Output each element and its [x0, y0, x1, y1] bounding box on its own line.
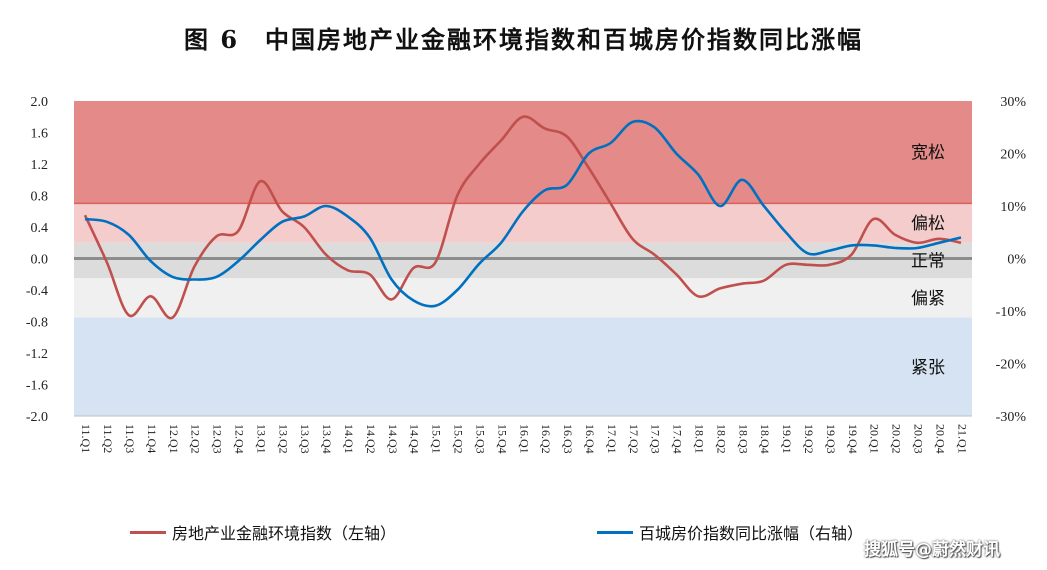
zone-band-3 — [74, 278, 972, 318]
x-tick-label: 20.Q1 — [868, 424, 882, 454]
series-line-price-index — [84, 119, 962, 308]
x-tick-label: 19.Q3 — [824, 424, 838, 454]
x-tick-label: 11.Q3 — [123, 424, 137, 453]
x-tick-label: 20.Q3 — [911, 424, 925, 454]
x-tick-label: 11.Q4 — [145, 424, 159, 453]
x-tick-label: 11.Q2 — [101, 424, 115, 453]
right-tick-label: 10% — [1000, 200, 1026, 215]
left-tick-label: 0.8 — [31, 190, 49, 205]
x-tick-label: 12.Q3 — [211, 424, 225, 454]
x-tick-label: 14.Q4 — [408, 424, 422, 454]
left-tick-label: -1.2 — [26, 347, 48, 362]
series-line-finance-index — [83, 115, 962, 320]
x-tick-label: 19.Q1 — [780, 424, 794, 454]
x-tick-label: 13.Q3 — [298, 424, 312, 454]
chart-title: 图 6 中国房地产业金融环境指数和百城房价指数同比涨幅 — [183, 25, 864, 54]
zone-band-4 — [74, 317, 972, 416]
x-tick-label: 17.Q3 — [649, 424, 663, 454]
x-tick-label: 15.Q1 — [430, 424, 444, 454]
x-tick-label: 13.Q1 — [254, 424, 268, 454]
left-tick-label: -2.0 — [26, 410, 48, 425]
right-tick-label: -10% — [996, 305, 1027, 320]
zone-label: 正常 — [911, 251, 945, 271]
left-tick-label: -0.8 — [26, 316, 48, 331]
right-tick-label: -20% — [996, 358, 1027, 373]
right-tick-label: 0% — [1007, 253, 1026, 268]
x-tick-label: 18.Q2 — [714, 424, 728, 454]
legend-red-swatch — [130, 530, 166, 534]
right-tick-label: 30% — [1000, 95, 1026, 110]
legend-right: 百城房价指数同比涨幅（右轴） — [597, 520, 863, 544]
left-tick-label: 2.0 — [31, 95, 49, 110]
x-tick-label: 20.Q4 — [933, 424, 947, 454]
legend-blue-swatch — [597, 530, 633, 534]
zone-label: 宽松 — [911, 143, 945, 163]
x-tick-label: 12.Q1 — [167, 424, 181, 454]
legend-right-label: 百城房价指数同比涨幅（右轴） — [639, 524, 864, 543]
x-tick-label: 18.Q1 — [692, 424, 706, 454]
x-tick-label: 18.Q4 — [758, 424, 772, 454]
x-tick-label: 19.Q4 — [846, 424, 860, 454]
x-tick-label: 11.Q1 — [79, 424, 93, 453]
x-tick-label: 14.Q1 — [342, 424, 356, 454]
x-tick-label: 15.Q2 — [452, 424, 466, 454]
x-tick-label: 20.Q2 — [890, 424, 904, 454]
x-tick-label: 13.Q4 — [320, 424, 334, 454]
left-tick-label: 1.2 — [31, 158, 49, 173]
left-tick-label: -0.4 — [26, 284, 48, 299]
x-tick-label: 12.Q2 — [189, 424, 203, 454]
left-tick-label: -1.6 — [26, 379, 48, 394]
x-tick-label: 18.Q3 — [736, 424, 750, 454]
x-tick-label: 17.Q1 — [605, 424, 619, 454]
x-tick-label: 12.Q4 — [233, 424, 247, 454]
left-tick-label: 0.0 — [31, 253, 49, 268]
zone-label: 偏松 — [911, 214, 945, 234]
x-tick-label: 19.Q2 — [802, 424, 816, 454]
x-tick-label: 17.Q2 — [627, 424, 641, 454]
watermark: 搜狐号@蔚然财讯 — [864, 540, 1000, 560]
x-tick-label: 16.Q3 — [561, 424, 575, 454]
x-tick-label: 13.Q2 — [276, 424, 290, 454]
x-tick-label: 15.Q3 — [473, 424, 487, 454]
x-tick-label: 16.Q1 — [517, 424, 531, 454]
x-tick-label: 21.Q1 — [955, 424, 969, 454]
x-tick-label: 16.Q4 — [583, 424, 597, 454]
x-tick-label: 17.Q4 — [671, 424, 685, 454]
left-tick-label: 0.4 — [31, 221, 49, 236]
left-tick-label: 1.6 — [31, 127, 49, 142]
x-tick-label: 14.Q3 — [386, 424, 400, 454]
zone-label: 紧张 — [911, 358, 945, 378]
right-tick-label: -30% — [996, 410, 1027, 425]
right-tick-label: 20% — [1000, 148, 1026, 163]
legend-left-label: 房地产业金融环境指数（左轴） — [172, 524, 397, 543]
legend-left: 房地产业金融环境指数（左轴） — [130, 520, 396, 544]
x-tick-label: 16.Q2 — [539, 424, 553, 454]
zone-label: 偏紧 — [911, 289, 945, 309]
x-tick-label: 14.Q2 — [364, 424, 378, 454]
x-tick-label: 15.Q4 — [495, 424, 509, 454]
